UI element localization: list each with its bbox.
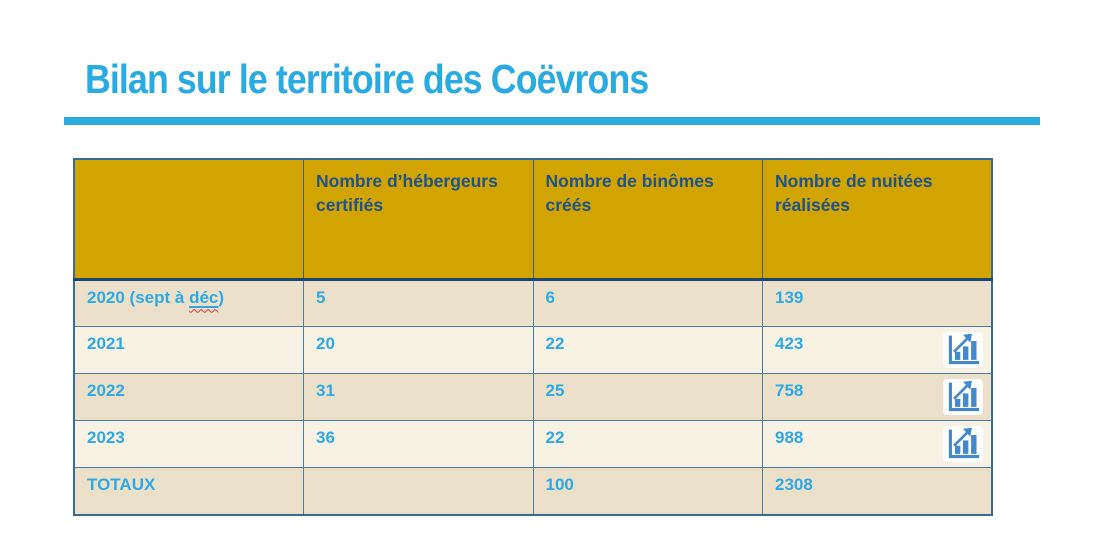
- binomes-cell: 22: [532, 419, 763, 468]
- year-text-prefix: 2020 (sept à: [87, 287, 190, 307]
- header-cell-empty: [73, 158, 304, 281]
- nuitees-cell: 423: [762, 325, 993, 374]
- header-cell-binomes: Nombre de binômes créés: [532, 158, 763, 281]
- binomes-cell: 22: [532, 325, 763, 374]
- binomes-cell: 100: [532, 466, 763, 516]
- year-text-suffix: ): [218, 287, 225, 307]
- year-cell: 2022: [73, 372, 304, 421]
- hebergeurs-cell: 20: [303, 325, 534, 374]
- year-cell: 2023: [73, 419, 304, 468]
- nuitees-value: 988: [775, 427, 804, 447]
- table-row-2021: 2021 20 22 423: [73, 325, 993, 374]
- hebergeurs-cell: 36: [303, 419, 534, 468]
- binomes-cell: 25: [532, 372, 763, 421]
- table-row-2020: 2020 (sept à déc) 5 6 139: [73, 278, 993, 327]
- hebergeurs-cell: 5: [303, 278, 534, 327]
- binomes-cell: 6: [532, 278, 763, 327]
- nuitees-value: 758: [775, 380, 804, 400]
- nuitees-cell: 2308: [762, 466, 993, 516]
- nuitees-value: 423: [775, 333, 804, 353]
- title-underline-rule: [64, 117, 1040, 125]
- page-title: Bilan sur le territoire des Coëvrons: [85, 56, 649, 102]
- misspelled-word: déc: [189, 287, 219, 307]
- nuitees-cell: 988: [762, 419, 993, 468]
- table-header-row: Nombre d’hébergeurs certifiés Nombre de …: [73, 158, 993, 281]
- year-cell: 2020 (sept à déc): [73, 278, 304, 327]
- results-table: Nombre d’hébergeurs certifiés Nombre de …: [73, 158, 993, 516]
- table-row-2023: 2023 36 22 988: [73, 419, 993, 468]
- year-cell: 2021: [73, 325, 304, 374]
- nuitees-cell: 758: [762, 372, 993, 421]
- hebergeurs-cell: 31: [303, 372, 534, 421]
- table-row-2022: 2022 31 25 758: [73, 372, 993, 421]
- header-cell-nuitees: Nombre de nuitées réalisées: [762, 158, 993, 281]
- bar-chart-icon: [943, 331, 983, 368]
- header-cell-hebergeurs: Nombre d’hébergeurs certifiés: [303, 158, 534, 281]
- nuitees-cell: 139: [762, 278, 993, 327]
- table-row-totaux: TOTAUX 100 2308: [73, 466, 993, 516]
- bar-chart-icon: [943, 425, 983, 462]
- bar-chart-icon: [943, 378, 983, 415]
- total-label-cell: TOTAUX: [73, 466, 304, 516]
- hebergeurs-cell: [303, 466, 534, 516]
